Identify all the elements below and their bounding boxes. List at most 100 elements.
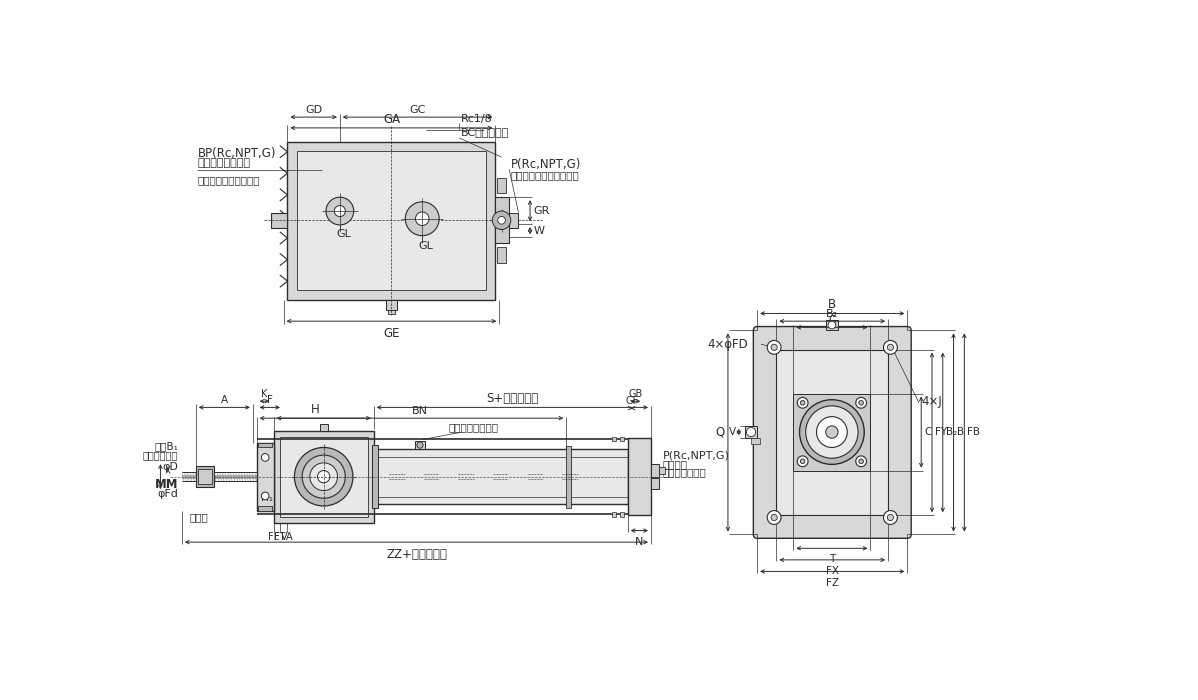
Text: GB: GB xyxy=(629,389,642,399)
Text: BCエレメント: BCエレメント xyxy=(461,127,509,136)
Circle shape xyxy=(295,447,353,506)
Circle shape xyxy=(772,344,778,351)
Text: C: C xyxy=(828,315,835,325)
Text: φFd: φFd xyxy=(157,489,179,498)
Text: FX: FX xyxy=(825,566,839,576)
Circle shape xyxy=(800,459,805,463)
Text: クッションバルブ: クッションバルブ xyxy=(449,422,498,433)
Bar xyxy=(273,430,374,523)
Bar xyxy=(256,443,273,510)
Text: B: B xyxy=(957,428,963,438)
Text: K: K xyxy=(261,389,267,399)
Text: GE: GE xyxy=(383,328,400,340)
Bar xyxy=(628,438,651,515)
Circle shape xyxy=(806,406,858,459)
Circle shape xyxy=(888,344,894,351)
Bar xyxy=(373,445,379,508)
Text: FZ: FZ xyxy=(825,578,839,587)
Circle shape xyxy=(799,400,864,464)
Circle shape xyxy=(883,510,897,524)
Text: ロッド側シリンダポート: ロッド側シリンダポート xyxy=(510,170,580,180)
Bar xyxy=(751,438,761,444)
Text: GL: GL xyxy=(418,241,434,251)
Text: GR: GR xyxy=(533,206,550,216)
Circle shape xyxy=(859,400,864,405)
Bar xyxy=(612,437,616,441)
Circle shape xyxy=(405,202,440,236)
Text: A: A xyxy=(220,395,228,405)
Circle shape xyxy=(767,340,781,354)
Bar xyxy=(259,506,272,510)
Text: B₂: B₂ xyxy=(827,309,839,319)
Circle shape xyxy=(492,211,510,230)
Circle shape xyxy=(261,492,270,500)
Bar xyxy=(195,466,214,487)
Circle shape xyxy=(326,197,353,225)
Text: φD: φD xyxy=(162,463,179,473)
Text: Rc1/8: Rc1/8 xyxy=(461,113,492,124)
Text: GL: GL xyxy=(337,229,351,239)
Bar xyxy=(621,512,624,517)
Text: F: F xyxy=(267,395,273,405)
Circle shape xyxy=(883,340,897,354)
Text: GC: GC xyxy=(410,105,425,115)
Circle shape xyxy=(817,416,847,447)
Text: B: B xyxy=(828,298,836,311)
Bar xyxy=(793,393,871,470)
Text: ヘッド側: ヘッド側 xyxy=(662,459,688,470)
Text: GF: GF xyxy=(625,396,639,406)
Bar xyxy=(612,512,616,517)
Bar xyxy=(496,197,509,244)
Text: 有効ねじ長さ: 有効ねじ長さ xyxy=(143,450,179,460)
Text: N: N xyxy=(635,537,643,547)
Circle shape xyxy=(797,398,807,408)
Bar xyxy=(415,441,425,449)
Circle shape xyxy=(888,514,894,521)
Bar xyxy=(198,469,212,484)
Bar xyxy=(776,350,888,515)
Circle shape xyxy=(317,470,329,483)
Bar xyxy=(386,300,397,310)
Bar xyxy=(651,478,659,489)
Text: ZZ+ストローク: ZZ+ストローク xyxy=(386,548,447,561)
Circle shape xyxy=(800,400,805,405)
Circle shape xyxy=(859,459,864,463)
Circle shape xyxy=(828,321,836,329)
Text: VA: VA xyxy=(282,532,294,542)
Bar xyxy=(497,247,507,262)
Text: W: W xyxy=(533,225,544,236)
Text: 対辺B₁: 対辺B₁ xyxy=(155,441,179,451)
Circle shape xyxy=(855,456,866,467)
Circle shape xyxy=(334,206,345,216)
Circle shape xyxy=(416,212,429,225)
Text: FB: FB xyxy=(968,428,980,438)
Text: V: V xyxy=(728,427,736,437)
Circle shape xyxy=(302,455,345,498)
Text: GD: GD xyxy=(305,105,322,115)
Circle shape xyxy=(261,454,270,461)
Bar xyxy=(621,437,624,441)
Bar xyxy=(659,467,665,475)
Text: Q: Q xyxy=(715,426,725,439)
Text: H: H xyxy=(310,403,320,416)
Text: BP(Rc,NPT,G): BP(Rc,NPT,G) xyxy=(198,147,276,160)
Text: H₁: H₁ xyxy=(260,494,272,503)
Bar xyxy=(320,424,327,430)
Text: P(Rc,NPT,G): P(Rc,NPT,G) xyxy=(510,158,581,172)
Text: FT: FT xyxy=(274,532,285,542)
Bar xyxy=(259,443,272,447)
Text: MM: MM xyxy=(155,478,179,491)
Circle shape xyxy=(417,442,423,448)
Bar xyxy=(509,213,519,228)
Text: FY: FY xyxy=(936,428,948,438)
Text: 二面幅: 二面幅 xyxy=(189,512,208,522)
Text: GA: GA xyxy=(383,113,400,125)
Text: 4×J: 4×J xyxy=(921,395,942,407)
Text: ロック開放ポート: ロック開放ポート xyxy=(198,158,250,168)
Text: BN: BN xyxy=(412,406,428,416)
Bar xyxy=(388,310,394,314)
Bar xyxy=(288,141,496,300)
Text: T: T xyxy=(829,554,835,564)
Text: 4×φFD: 4×φFD xyxy=(707,338,748,351)
Bar xyxy=(745,426,757,438)
